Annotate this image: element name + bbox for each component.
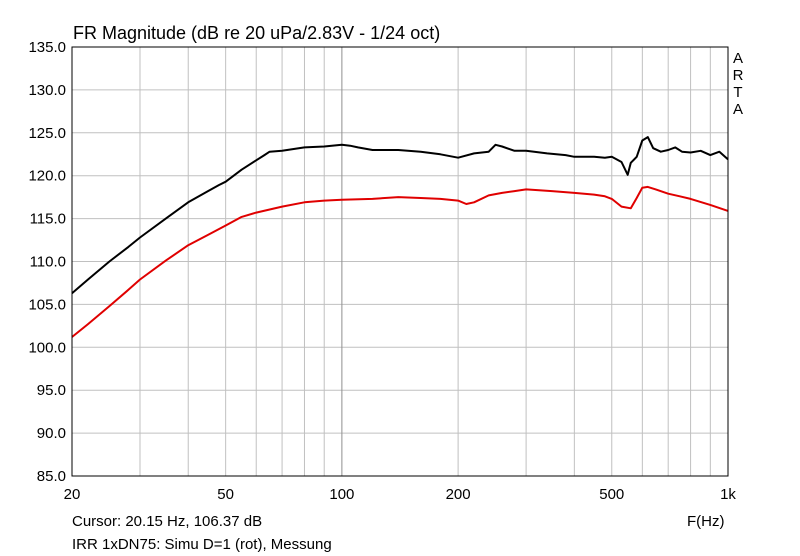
- y-tick-label: 125.0: [28, 125, 66, 142]
- x-tick-labels: 20 50 100 200 500 1k: [64, 486, 737, 503]
- y-tick-label: 100.0: [28, 339, 66, 356]
- x-tick-label: 1k: [720, 486, 736, 503]
- side-label-letter: T: [733, 84, 742, 101]
- y-tick-label: 85.0: [37, 468, 66, 485]
- y-tick-label: 105.0: [28, 296, 66, 313]
- y-tick-label: 110.0: [30, 254, 66, 271]
- y-tick-label: 90.0: [37, 425, 66, 442]
- side-label-letter: A: [733, 50, 743, 67]
- y-tick-label: 130.0: [28, 82, 66, 99]
- cursor-readout: Cursor: 20.15 Hz, 106.37 dB: [72, 513, 262, 530]
- series-line-1: [71, 136, 729, 294]
- x-tick-label: 200: [446, 486, 471, 503]
- x-tick-label: 100: [329, 486, 354, 503]
- y-tick-label: 120.0: [28, 168, 66, 185]
- y-tick-label: 135.0: [28, 39, 66, 56]
- series-line-2: [71, 185, 729, 338]
- x-tick-label: 500: [599, 486, 624, 503]
- x-tick-label: 50: [217, 486, 234, 503]
- chart-title: FR Magnitude (dB re 20 uPa/2.83V - 1/24 …: [73, 23, 440, 43]
- series-layer: [71, 136, 729, 338]
- side-label-letter: A: [733, 101, 743, 118]
- side-label-letter: R: [733, 67, 744, 84]
- x-axis-label: F(Hz): [687, 513, 725, 530]
- y-tick-label: 115.0: [30, 211, 66, 228]
- caption: IRR 1xDN75: Simu D=1 (rot), Messung: [72, 536, 332, 553]
- y-tick-labels: 135.0 130.0 125.0 120.0 115.0 110.0 105.0 100.0…: [28, 39, 66, 485]
- y-tick-label: 95.0: [37, 382, 66, 399]
- x-tick-label: 20: [64, 486, 81, 503]
- plot-frame: [71, 46, 729, 477]
